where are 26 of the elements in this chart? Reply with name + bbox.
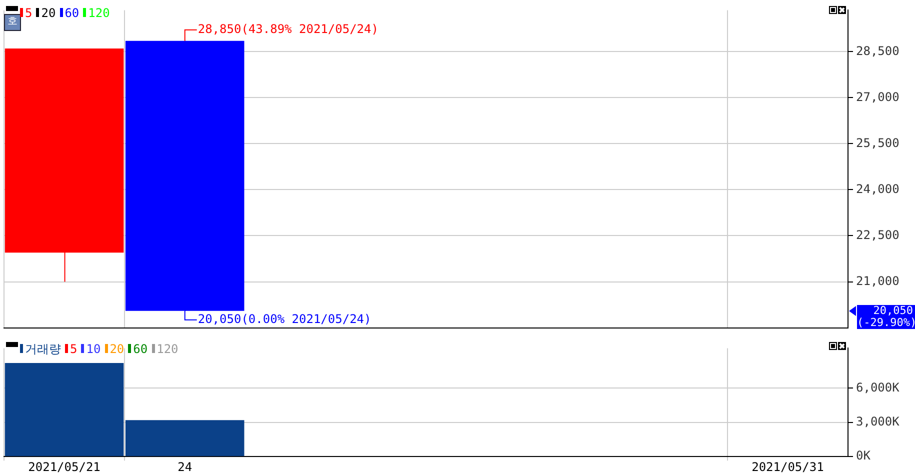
y-tick-label: 24,000 bbox=[856, 182, 900, 196]
legend-label: 10 bbox=[86, 342, 101, 356]
x-tick-label: 2021/05/21 bbox=[28, 460, 100, 474]
y-tick-label: 21,000 bbox=[856, 274, 900, 288]
y-tick-label: 25,500 bbox=[856, 136, 900, 150]
y-tick-label: 3,000K bbox=[856, 414, 900, 428]
y-tick-label: 6,000K bbox=[856, 380, 900, 394]
annotation: 20,050(0.00% 2021/05/24) bbox=[198, 312, 372, 326]
legend-label: 60 bbox=[64, 6, 80, 20]
text: 20,050 (-29.90%) bbox=[857, 304, 915, 329]
x-tick-label: 2021/05/31 bbox=[752, 460, 824, 474]
legend-label: 5 bbox=[25, 6, 32, 20]
legend-label: 5 bbox=[70, 342, 78, 356]
legend-label: 20 bbox=[41, 6, 56, 20]
y-tick-label: 0K bbox=[856, 448, 872, 463]
legend-label: 120 bbox=[156, 342, 178, 356]
y-tick-label: 27,000 bbox=[856, 90, 900, 104]
legend-label: 60 bbox=[133, 342, 148, 356]
y-tick-label: 28,500 bbox=[856, 44, 900, 58]
x-tick-label: 24 bbox=[178, 460, 192, 474]
annotation: 28,850(43.89% 2021/05/24) bbox=[198, 22, 378, 36]
y-tick-label: 22,500 bbox=[856, 228, 900, 242]
annotation: 호 bbox=[4, 14, 21, 31]
legend-label: 20 bbox=[110, 342, 124, 356]
legend-label: 거래량 bbox=[25, 342, 61, 356]
legend-label: 120 bbox=[88, 6, 110, 20]
